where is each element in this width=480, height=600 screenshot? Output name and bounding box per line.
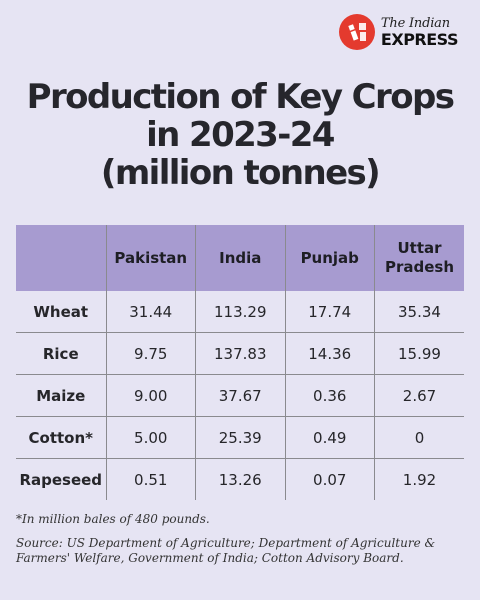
value-cell: 2.67 bbox=[374, 374, 464, 417]
value-cell: 9.75 bbox=[105, 332, 196, 375]
value-cell: 14.36 bbox=[284, 332, 375, 375]
value-cell: 0.36 bbox=[284, 374, 375, 417]
header-row: Pakistan India Punjab Uttar Pradesh bbox=[16, 225, 464, 291]
value-cell: 25.39 bbox=[195, 416, 285, 459]
value-cell: 35.34 bbox=[374, 291, 464, 333]
footnote: *In million bales of 480 pounds. bbox=[16, 512, 210, 526]
value-cell: 31.44 bbox=[105, 291, 196, 333]
table-row: Cotton* 5.00 25.39 0.49 0 bbox=[16, 416, 464, 459]
title-line-3: (million tonnes) bbox=[100, 153, 381, 193]
table-row: Wheat 31.44 113.29 17.74 35.34 bbox=[16, 291, 464, 333]
value-cell: 0.07 bbox=[284, 458, 375, 500]
crop-name-cell: Rice bbox=[16, 332, 106, 375]
header-label: Pradesh bbox=[384, 258, 455, 276]
crop-production-table: Pakistan India Punjab Uttar Pradesh Wheat 31.… bbox=[16, 225, 464, 500]
table-row: Maize 9.00 37.67 0.36 2.67 bbox=[16, 374, 464, 417]
value-cell: 5.00 bbox=[105, 416, 196, 459]
header-label: Uttar bbox=[397, 239, 442, 257]
title-line-1: Production of Key Crops bbox=[26, 77, 455, 117]
chart-title: Production of Key Crops in 2023-24 (mill… bbox=[0, 78, 480, 192]
crop-name-cell: Maize bbox=[16, 374, 106, 417]
value-cell: 137.83 bbox=[195, 332, 285, 375]
title-line-2: in 2023-24 bbox=[146, 115, 335, 155]
value-cell: 0.51 bbox=[105, 458, 196, 500]
logo-name-top: The Indian bbox=[380, 15, 450, 31]
header-cell-region: Uttar Pradesh bbox=[374, 225, 464, 291]
header-cell-crop bbox=[16, 225, 106, 291]
value-cell: 113.29 bbox=[195, 291, 285, 333]
logo-name-bottom: EXPRESS bbox=[380, 29, 459, 49]
value-cell: 37.67 bbox=[195, 374, 285, 417]
logo-wordmark: The Indian EXPRESS bbox=[380, 15, 459, 49]
table-row: Rapeseed 0.51 13.26 0.07 1.92 bbox=[16, 458, 464, 500]
table-body: Wheat 31.44 113.29 17.74 35.34 Rice 9.75 137.83… bbox=[16, 291, 464, 500]
value-cell: 17.74 bbox=[284, 291, 375, 333]
publisher-logo: The Indian EXPRESS bbox=[338, 14, 459, 50]
crop-name-cell: Cotton* bbox=[16, 416, 106, 459]
table-header: Pakistan India Punjab Uttar Pradesh bbox=[16, 225, 464, 291]
crop-name-cell: Wheat bbox=[33, 302, 89, 321]
header-label: India bbox=[219, 248, 262, 267]
indian-express-logo-icon bbox=[338, 14, 375, 50]
value-cell: 15.99 bbox=[374, 332, 464, 375]
value-cell: 1.92 bbox=[374, 458, 464, 500]
header-label: Pakistan bbox=[114, 248, 188, 267]
header-cell-region: India bbox=[195, 225, 285, 291]
value-cell: 0 bbox=[374, 416, 464, 459]
table-row: Rice 9.75 137.83 14.36 15.99 bbox=[16, 332, 464, 375]
value-cell: 0.49 bbox=[284, 416, 375, 459]
value-cell: 9.00 bbox=[105, 374, 196, 417]
header-label: Punjab bbox=[300, 248, 359, 267]
source-note: Source: US Department of Agriculture; De… bbox=[16, 536, 436, 565]
header-cell-region: Punjab bbox=[284, 225, 375, 291]
header-cell-region: Pakistan bbox=[105, 225, 196, 291]
value-cell: 13.26 bbox=[195, 458, 285, 500]
crop-name-cell: Rapeseed bbox=[16, 458, 106, 500]
